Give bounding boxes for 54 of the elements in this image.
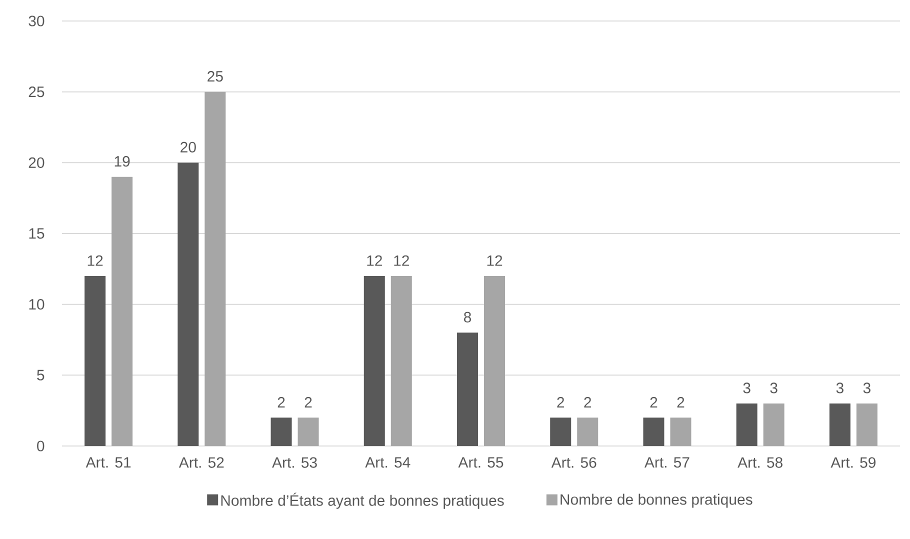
x-tick-label: Art. 59 xyxy=(830,457,876,468)
y-tick-label: 25 xyxy=(28,86,44,98)
data-label: 3 xyxy=(836,382,844,394)
bar xyxy=(270,418,292,446)
x-tick-label: Art. 56 xyxy=(551,457,596,468)
bar xyxy=(643,418,664,446)
bar xyxy=(390,276,412,446)
bar xyxy=(670,418,692,446)
data-label: 2 xyxy=(278,396,285,408)
data-label: 12 xyxy=(394,255,409,266)
bar xyxy=(829,404,850,446)
data-label: 12 xyxy=(367,255,382,266)
x-tick-label: Art. 52 xyxy=(178,457,224,468)
data-label: 20 xyxy=(180,142,196,152)
y-tick-label: 10 xyxy=(29,299,44,310)
data-label: 2 xyxy=(650,396,658,408)
data-label: 12 xyxy=(88,255,103,266)
data-label: 25 xyxy=(208,71,223,82)
data-label: 2 xyxy=(557,396,564,408)
bar xyxy=(856,404,878,446)
y-tick-label: 30 xyxy=(28,16,44,26)
data-label: 2 xyxy=(677,396,684,408)
x-tick-label: Art. 53 xyxy=(272,457,317,468)
data-label: 2 xyxy=(304,396,312,408)
bar xyxy=(763,404,784,446)
y-tick-label: 5 xyxy=(37,370,44,380)
data-label: 3 xyxy=(770,382,778,394)
y-tick-label: 20 xyxy=(28,157,44,168)
bar xyxy=(112,176,133,446)
legend-label: Nombre de bonnes pratiques xyxy=(560,494,752,508)
legend-label: Nombre d’États ayant de bonnes pratiques xyxy=(221,492,504,509)
bar xyxy=(298,418,319,446)
bar xyxy=(204,92,226,446)
data-label: 19 xyxy=(114,156,130,167)
data-label: 3 xyxy=(743,382,750,394)
bar xyxy=(484,276,506,446)
bar xyxy=(457,332,478,446)
bar xyxy=(736,404,758,446)
x-tick-label: Art. 57 xyxy=(644,457,690,468)
x-tick-label: Art. 55 xyxy=(458,457,504,468)
data-label: 12 xyxy=(487,255,502,266)
y-tick-label: 0 xyxy=(37,440,44,452)
bar xyxy=(178,162,199,446)
bar xyxy=(84,276,106,446)
x-tick-label: Art. 51 xyxy=(86,457,131,468)
bar xyxy=(364,276,385,446)
bar xyxy=(550,418,572,446)
x-tick-label: Art. 58 xyxy=(738,457,782,468)
x-tick-label: Art. 54 xyxy=(365,457,410,468)
y-tick-label: 15 xyxy=(29,228,44,239)
bar xyxy=(577,418,598,446)
data-label: 3 xyxy=(863,382,870,394)
data-label: 8 xyxy=(464,312,472,322)
data-label: 2 xyxy=(584,396,592,408)
